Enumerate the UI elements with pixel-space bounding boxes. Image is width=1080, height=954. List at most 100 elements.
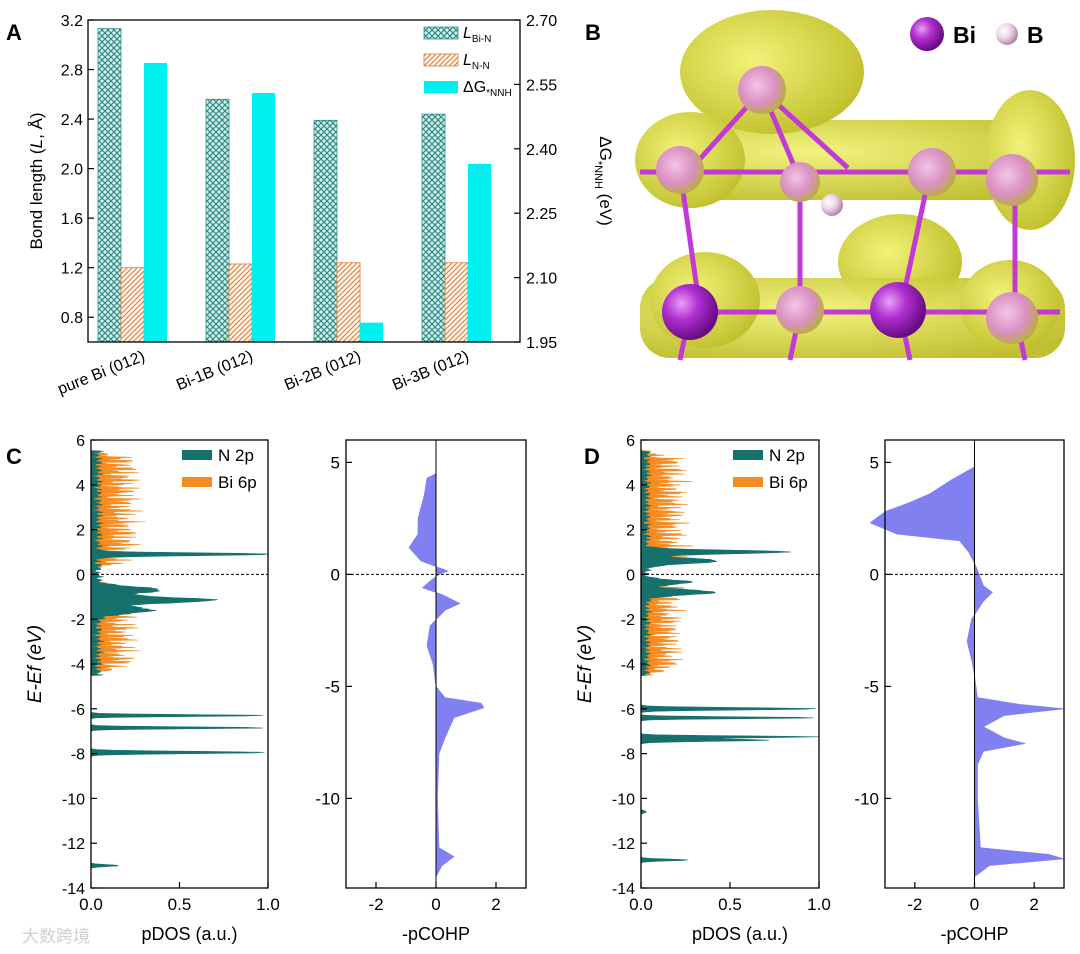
bar-0-2 (313, 119, 338, 343)
y-tick-label: 3.2 (61, 13, 83, 30)
y-tick-label: -5 (325, 677, 340, 696)
y2-tick-label: 2.70 (526, 13, 557, 30)
y-tick-label: 0 (626, 567, 635, 584)
series-area-bi6p (640, 450, 694, 888)
x-tick-label: 0 (970, 895, 979, 914)
y-tick-label: -14 (62, 881, 85, 898)
x-tick-label: 0.0 (79, 895, 103, 914)
x-axis-label: pDOS (a.u.) (141, 924, 237, 944)
bi-atom (986, 292, 1038, 344)
bi-atom (776, 286, 824, 334)
category-label: Bi-1B (012) (174, 348, 255, 394)
y2-tick-label: 2.10 (526, 271, 557, 288)
bi-atom (908, 148, 956, 196)
y-tick-label: -10 (62, 791, 85, 808)
y2-tick-label: 2.25 (526, 206, 557, 223)
y-axis-label: E-Ef (eV) (575, 625, 596, 703)
y-tick-label: 2 (76, 523, 85, 540)
y-tick-label: -4 (71, 657, 85, 674)
category-label: Bi-2B (012) (282, 348, 363, 394)
bi-atom (780, 162, 820, 202)
y-tick-label: 4 (76, 478, 85, 495)
x-tick-label: 0.0 (629, 895, 653, 914)
y-tick-label: 2.0 (61, 162, 83, 179)
y-tick-label: -12 (62, 836, 85, 853)
bar-2-0 (144, 62, 167, 342)
y-axis-label: E-Ef (eV) (25, 625, 46, 703)
pdos-plot-d: -14 -12 -10 -8 -6 -4 -2 0 2 4 6 0.0 0.5 1.0 pDOS (a.u.… (575, 433, 831, 944)
legend-label-bi6p: Bi 6p (218, 473, 257, 492)
y-tick-label: 2.4 (61, 112, 83, 129)
x-tick-label: 0.5 (168, 895, 192, 914)
y-tick-label: -6 (621, 702, 635, 719)
legend-swatch-bi6p (733, 477, 763, 487)
plot-frame (87, 19, 521, 343)
bar-0-1 (205, 98, 230, 343)
y-tick-label: -4 (621, 657, 635, 674)
legend-swatch-lnn (423, 53, 459, 67)
y-axis-label: Bond length (L, Å) (27, 112, 46, 249)
bar-group (97, 28, 491, 343)
y-tick-label: 5 (331, 453, 340, 472)
x-tick-label: 2 (1029, 895, 1038, 914)
bar-1-0 (120, 267, 145, 343)
legend-bi-label: Bi (953, 22, 976, 48)
bar-2-3 (468, 163, 491, 342)
y-tick-label: -2 (621, 612, 635, 629)
y2-tick-label: 1.95 (526, 335, 557, 352)
y-tick-label: 0 (331, 565, 340, 584)
legend-label-n2p: N 2p (218, 446, 254, 465)
legend-swatch-n2p (182, 450, 212, 460)
y-tick-label: 0 (870, 565, 879, 584)
y-tick-label: 0.8 (61, 310, 83, 327)
y-tick-label: -12 (612, 836, 635, 853)
category-axis: pure Bi (012) Bi-1B (012) Bi-2B (012) Bi-3B… (55, 348, 471, 398)
legend-b-label: B (1027, 22, 1044, 48)
x-tick-label: -2 (368, 895, 383, 914)
y2-tick-label: 2.40 (526, 142, 557, 159)
bar-chart-a: 0.8 1.2 1.6 2.0 2.4 2.8 3.2 1.95 2.10 2.25 2.40 2.… (27, 13, 615, 398)
y-tick-label: 4 (626, 478, 635, 495)
legend-b-icon (996, 23, 1018, 45)
panel-label-d: D (584, 444, 600, 469)
panel-label-a: A (6, 20, 22, 45)
cohp-plot-c: -10 -5 0 5 -2 0 2 -pCOHP (315, 439, 527, 944)
bar-1-3 (444, 262, 469, 343)
watermark: 大数跨境 (22, 927, 90, 947)
y-tick-label: 1.2 (61, 261, 83, 278)
x-tick-label: 0.5 (718, 895, 742, 914)
y-tick-label: 6 (76, 433, 85, 450)
bi-atom (738, 66, 786, 114)
y-tick-label: -5 (864, 677, 879, 696)
atom-legend: Bi B (910, 17, 1044, 51)
y-tick-label: -8 (71, 747, 85, 764)
bi-atom (656, 146, 704, 194)
x-tick-label: 0 (431, 895, 440, 914)
pdos-plot-c: -14 -12 -10 -8 -6 -4 -2 0 2 4 6 0.0 0.5 1.0 pDOS (a.u.… (25, 433, 280, 944)
y-tick-label: -2 (71, 612, 85, 629)
legend-swatch-bi6p (182, 477, 212, 487)
bar-2-2 (360, 322, 383, 342)
y-tick-label: -14 (612, 881, 635, 898)
y-tick-label: -8 (621, 747, 635, 764)
y-tick-label: -10 (315, 789, 340, 808)
y2-tick-label: 2.55 (526, 77, 557, 94)
y-tick-label: 6 (626, 433, 635, 450)
x-tick-label: 1.0 (256, 895, 280, 914)
legend-swatch-lbin (423, 26, 459, 40)
x-axis-label: -pCOHP (402, 924, 470, 944)
y2-axis-label: ΔG*NNH (eV) (592, 136, 615, 226)
panel-label-b: B (585, 20, 601, 45)
legend-label-lnn: LN-N (463, 52, 490, 72)
panel-label-c: C (6, 444, 22, 469)
y-tick-label: 0 (76, 567, 85, 584)
bar-0-3 (421, 113, 446, 343)
bar-2-1 (252, 92, 275, 342)
y-tick-label: 2 (626, 523, 635, 540)
bar-1-2 (336, 262, 361, 343)
cohp-area (408, 473, 485, 878)
bi-atom (986, 154, 1038, 206)
cohp-plot-d: -10 -5 0 5 -2 0 2 -pCOHP (854, 439, 1065, 944)
x-tick-label: -2 (907, 895, 922, 914)
